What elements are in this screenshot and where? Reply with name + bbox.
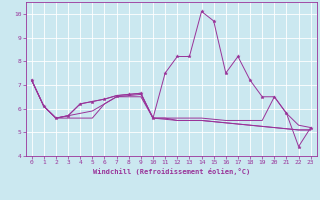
- X-axis label: Windchill (Refroidissement éolien,°C): Windchill (Refroidissement éolien,°C): [92, 168, 250, 175]
